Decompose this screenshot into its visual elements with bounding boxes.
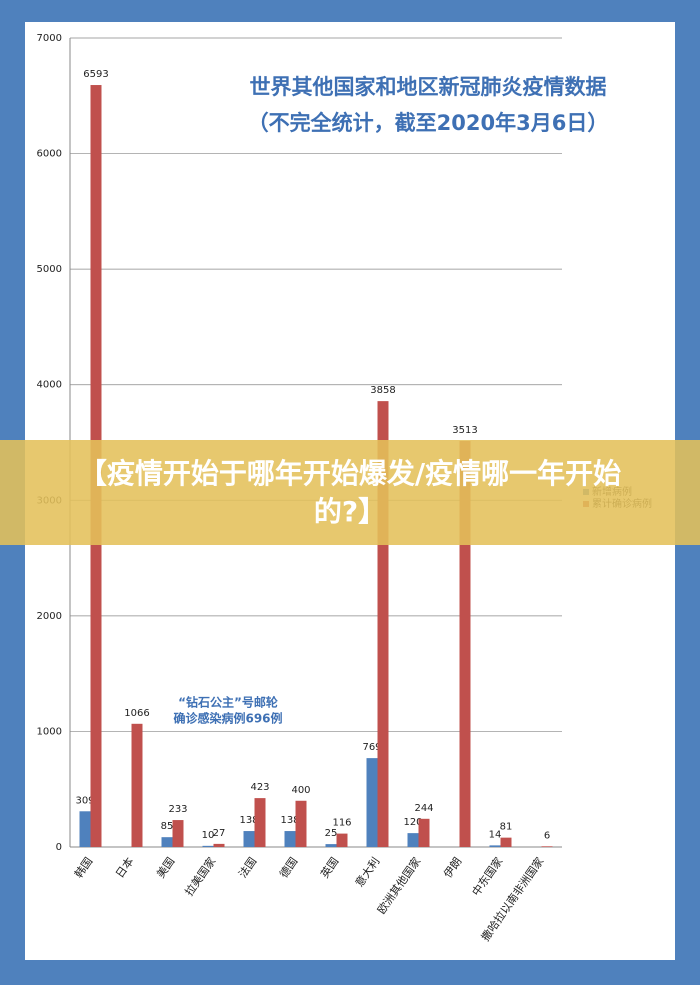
data-label: 3513 bbox=[452, 425, 477, 436]
banner-text: 【疫情开始于哪年开始爆发/疫情哪一年开始的?】 bbox=[78, 456, 622, 528]
data-label: 244 bbox=[414, 803, 433, 814]
y-tick-label: 7000 bbox=[37, 33, 62, 44]
bar bbox=[418, 818, 430, 847]
data-label: 138 bbox=[280, 815, 299, 826]
bar bbox=[131, 723, 143, 847]
bar bbox=[202, 845, 214, 847]
bar bbox=[459, 440, 471, 847]
bar bbox=[377, 401, 389, 847]
bar bbox=[284, 831, 296, 847]
data-label: 10 bbox=[202, 830, 215, 841]
data-label: 14 bbox=[489, 829, 502, 840]
banner: 【疫情开始于哪年开始爆发/疫情哪一年开始的?】 bbox=[0, 440, 700, 545]
data-label: 3858 bbox=[370, 385, 395, 396]
data-label: 138 bbox=[239, 815, 258, 826]
annotation: 确诊感染病例696例 bbox=[173, 711, 282, 726]
y-tick-label: 6000 bbox=[37, 149, 62, 160]
bar bbox=[161, 837, 173, 847]
y-tick-label: 4000 bbox=[37, 380, 62, 391]
data-label: 6 bbox=[544, 830, 550, 841]
bar bbox=[541, 846, 553, 847]
data-label: 6593 bbox=[83, 69, 108, 80]
bar bbox=[489, 845, 501, 847]
bar bbox=[366, 758, 378, 847]
annotation: “钻石公主”号邮轮 bbox=[178, 695, 279, 710]
data-label: 81 bbox=[500, 822, 513, 833]
data-label: 769 bbox=[362, 742, 381, 753]
chart-title: （不完全统计，截至2020年3月6日） bbox=[248, 111, 609, 135]
bar bbox=[407, 833, 419, 847]
y-tick-label: 2000 bbox=[37, 611, 62, 622]
bar bbox=[336, 833, 348, 847]
bar bbox=[500, 837, 512, 847]
data-label: 27 bbox=[213, 828, 226, 839]
data-label: 233 bbox=[168, 804, 187, 815]
bar bbox=[243, 831, 255, 847]
bar bbox=[79, 811, 91, 847]
bar bbox=[325, 844, 337, 847]
bar bbox=[295, 800, 307, 847]
data-label: 120 bbox=[403, 817, 422, 828]
data-label: 423 bbox=[250, 782, 269, 793]
data-label: 116 bbox=[332, 818, 351, 829]
y-tick-label: 5000 bbox=[37, 264, 62, 275]
data-label: 25 bbox=[325, 828, 338, 839]
y-tick-label: 1000 bbox=[37, 726, 62, 737]
bar bbox=[213, 843, 225, 847]
bar bbox=[172, 820, 184, 847]
data-label: 400 bbox=[291, 785, 310, 796]
y-tick-label: 0 bbox=[56, 842, 62, 853]
data-label: 85 bbox=[161, 821, 174, 832]
bar bbox=[254, 798, 266, 847]
data-label: 1066 bbox=[124, 708, 149, 719]
chart-title: 世界其他国家和地区新冠肺炎疫情数据 bbox=[250, 75, 607, 99]
data-label: 309 bbox=[75, 795, 94, 806]
